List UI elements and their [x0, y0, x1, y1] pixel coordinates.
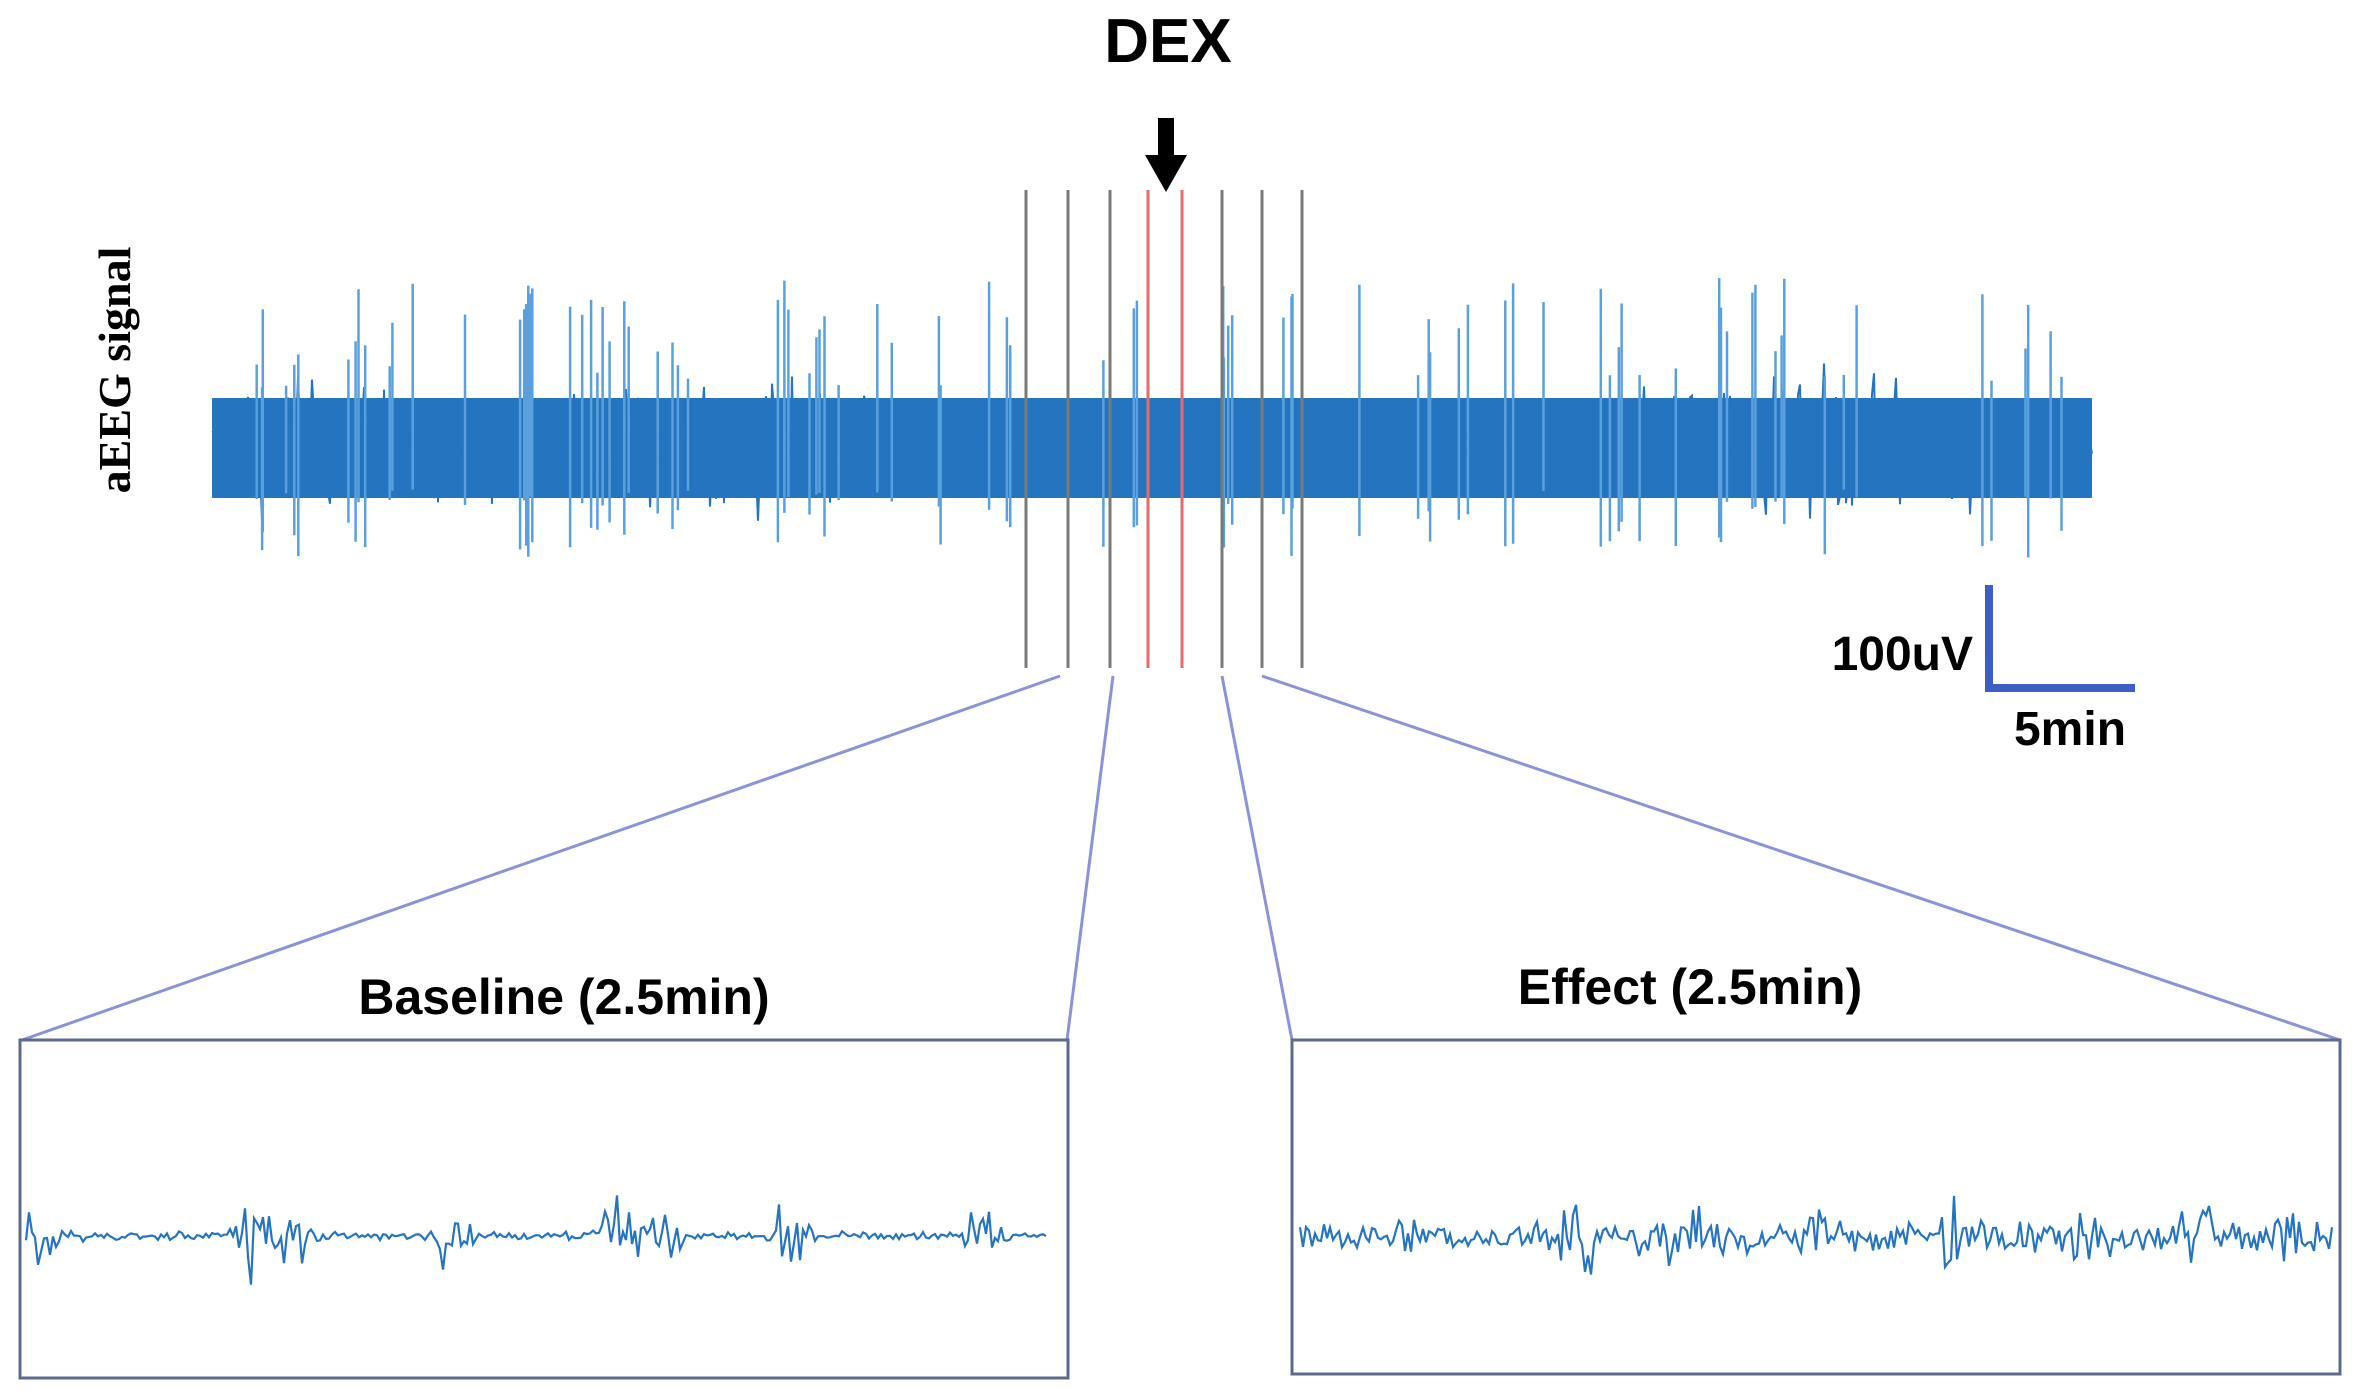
effect-panel-box: [1290, 1038, 2342, 1376]
trace-spikes: [255, 278, 2063, 558]
scale-bar-time-label: 5min: [2014, 703, 2126, 756]
effect-waveform: [1298, 1195, 2334, 1275]
dex-label: DEX: [1104, 7, 1231, 76]
y-axis-label: aEEG signal: [89, 247, 140, 494]
baseline-panel-box: [18, 1038, 1070, 1380]
baseline-connector-left: [21, 674, 1061, 1042]
baseline-panel-title: Baseline (2.5min): [358, 969, 769, 1025]
effect-connector-right: [1261, 674, 2341, 1042]
baseline-panel: [18, 1038, 1070, 1380]
zoom-connectors: [21, 674, 2341, 1042]
scale-bar: 100uV 5min: [1832, 585, 2135, 756]
baseline-waveform: [24, 1195, 1047, 1285]
dex-arrow-icon: [1145, 118, 1187, 192]
scale-bar-amplitude-label: 100uV: [1832, 628, 1973, 681]
effect-connector-left: [1220, 675, 1294, 1041]
main-aeeg-trace: [211, 278, 2093, 558]
effect-panel: [1290, 1038, 2342, 1376]
effect-panel-title: Effect (2.5min): [1518, 959, 1863, 1015]
epoch-markers: [1024, 190, 1304, 668]
baseline-connector-right: [1065, 675, 1115, 1041]
